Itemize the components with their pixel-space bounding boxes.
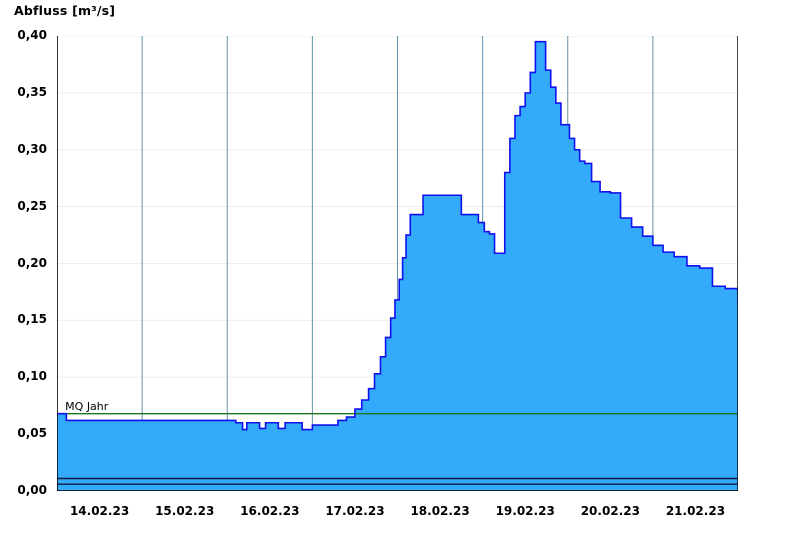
y-axis-tick-label: 0,30 (17, 141, 47, 156)
chart-title: Abfluss [m³/s] (14, 3, 116, 18)
x-axis-tick-label: 15.02.23 (155, 504, 215, 518)
x-axis-tick-label: 16.02.23 (240, 504, 300, 518)
y-axis-tick-label: 0,05 (17, 426, 47, 441)
plot-area (57, 36, 738, 491)
y-axis-tick-label: 0,00 (17, 483, 47, 497)
y-axis-tick-label: 0,40 (17, 28, 47, 42)
x-axis-tick-label: 21.02.23 (665, 504, 726, 518)
reference-label-mq-jahr: MQ Jahr (65, 399, 109, 413)
hydrograph-svg (57, 36, 738, 491)
x-axis-tick-label: 20.02.23 (580, 504, 640, 518)
x-axis-tick-label: 14.02.23 (69, 504, 130, 518)
y-axis-tick-label: 0,25 (17, 198, 47, 213)
x-axis-tick-label: 18.02.23 (410, 504, 470, 518)
discharge-step-line (57, 40, 738, 431)
discharge-area-fill (57, 41, 738, 491)
y-axis-tick-label: 0,35 (17, 84, 47, 99)
x-axis-tick-label: 17.02.23 (325, 504, 385, 518)
x-axis-tick-label: 19.02.23 (495, 504, 555, 518)
y-axis-tick-label: 0,15 (17, 312, 47, 327)
y-axis-tick-label: 0,20 (17, 255, 47, 270)
y-axis-tick-label: 0,10 (17, 369, 47, 384)
